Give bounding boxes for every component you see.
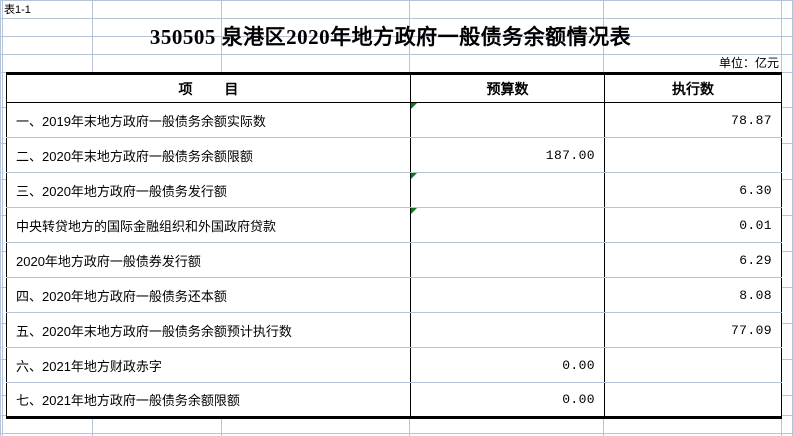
cell-budget-value <box>410 277 605 313</box>
table-row: 六、2021年地方财政赤字 0.00 <box>6 347 782 383</box>
column-header-actual: 执行数 <box>604 72 782 103</box>
cell-item-name: 2020年地方政府一般债券发行额 <box>6 242 411 278</box>
cell-item-name: 中央转贷地方的国际金融组织和外国政府贷款 <box>6 207 411 243</box>
gridline-horizontal <box>0 18 793 19</box>
table-row: 二、2020年末地方政府一般债务余额限额 187.00 <box>6 137 782 173</box>
cell-budget-value <box>410 242 605 278</box>
table-row: 五、2020年末地方政府一般债务余额预计执行数 77.09 <box>6 312 782 348</box>
cell-item-name: 三、2020年地方政府一般债务发行额 <box>6 172 411 208</box>
cell-budget-value: 0.00 <box>410 382 605 419</box>
gridline-vertical <box>0 0 1 436</box>
cell-budget-value <box>410 102 605 138</box>
comment-marker-icon <box>411 103 417 109</box>
cell-item-name: 六、2021年地方财政赤字 <box>6 347 411 383</box>
cell-budget-value: 0.00 <box>410 347 605 383</box>
cell-actual-value <box>604 347 782 383</box>
table-row: 四、2020年地方政府一般债务还本额 8.08 <box>6 277 782 313</box>
cell-actual-value: 8.08 <box>604 277 782 313</box>
table-row: 七、2021年地方政府一般债务余额限额 0.00 <box>6 382 782 419</box>
debt-balance-table: 项 目 预算数 执行数 一、2019年末地方政府一般债务余额实际数 78.87 二、… <box>6 72 782 419</box>
sheet-label: 表1-1 <box>4 4 31 16</box>
comment-marker-icon <box>411 173 417 179</box>
cell-item-name: 四、2020年地方政府一般债务还本额 <box>6 277 411 313</box>
gridline-horizontal <box>0 54 793 55</box>
column-header-budget: 预算数 <box>410 72 605 103</box>
cell-actual-value: 6.30 <box>604 172 782 208</box>
cell-actual-value: 6.29 <box>604 242 782 278</box>
cell-item-name: 一、2019年末地方政府一般债务余额实际数 <box>6 102 411 138</box>
table-body: 一、2019年末地方政府一般债务余额实际数 78.87 二、2020年末地方政府一般… <box>6 102 782 419</box>
comment-marker-icon <box>411 208 417 214</box>
cell-actual-value: 0.01 <box>604 207 782 243</box>
table-row: 三、2020年地方政府一般债务发行额 6.30 <box>6 172 782 208</box>
cell-item-name: 二、2020年末地方政府一般债务余额限额 <box>6 137 411 173</box>
gridline-vertical <box>2 0 3 436</box>
cell-budget-value <box>410 172 605 208</box>
table-row: 2020年地方政府一般债券发行额 6.29 <box>6 242 782 278</box>
cell-budget-value <box>410 207 605 243</box>
cell-budget-value <box>410 312 605 348</box>
cell-actual-value <box>604 137 782 173</box>
cell-actual-value: 77.09 <box>604 312 782 348</box>
table-row: 一、2019年末地方政府一般债务余额实际数 78.87 <box>6 102 782 138</box>
column-header-item: 项 目 <box>6 72 411 103</box>
cell-item-name: 七、2021年地方政府一般债务余额限额 <box>6 382 411 419</box>
gridline-horizontal <box>0 433 793 434</box>
table-row: 中央转贷地方的国际金融组织和外国政府贷款 0.01 <box>6 207 782 243</box>
table-header-row: 项 目 预算数 执行数 <box>6 72 782 103</box>
cell-item-name: 五、2020年末地方政府一般债务余额预计执行数 <box>6 312 411 348</box>
table-header: 项 目 预算数 执行数 <box>6 72 782 103</box>
page-title: 350505 泉港区2020年地方政府一般债务余额情况表 <box>149 25 632 49</box>
unit-note: 单位：亿元 <box>718 56 779 70</box>
cell-actual-value <box>604 382 782 419</box>
cell-actual-value: 78.87 <box>604 102 782 138</box>
cell-budget-value: 187.00 <box>410 137 605 173</box>
gridline-horizontal <box>0 0 793 1</box>
